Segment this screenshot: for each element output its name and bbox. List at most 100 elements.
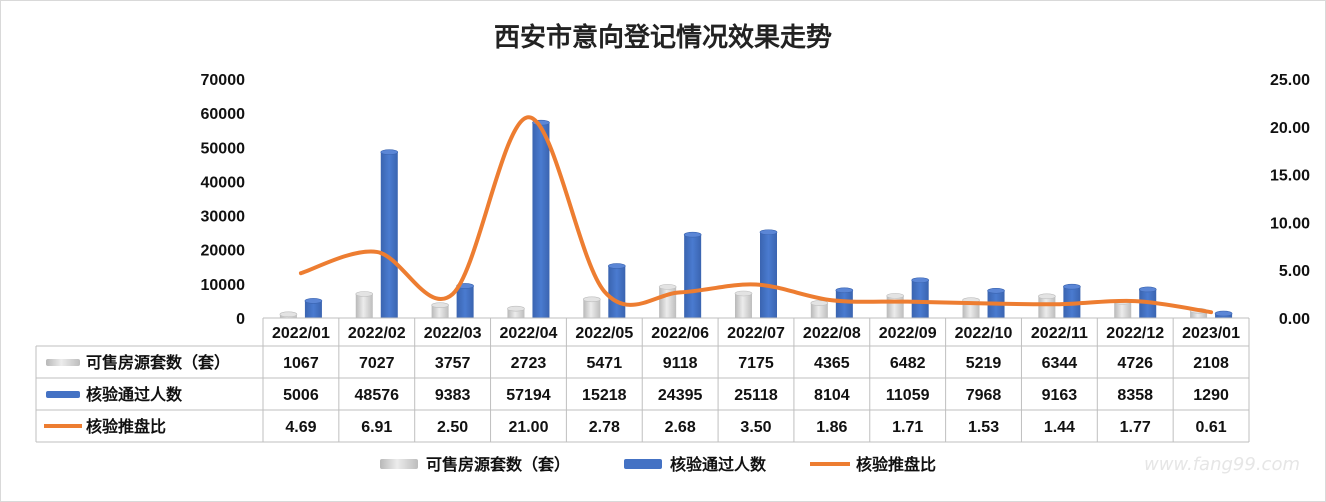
- bar-available-units: [1114, 301, 1132, 318]
- legend-key-blue-bar: [624, 459, 662, 469]
- right-axis-tick: 25.00: [1270, 72, 1310, 89]
- x-tick-label: 2022/12: [1106, 325, 1164, 342]
- bar-verified-count-cap: [683, 231, 702, 238]
- bar-available-units-cap: [507, 305, 525, 312]
- table-cell: 3757: [435, 355, 471, 372]
- right-axis-tick: 20.00: [1270, 120, 1310, 137]
- table-cell: 2.50: [437, 419, 468, 436]
- x-tick-label: 2022/01: [272, 325, 330, 342]
- left-axis-tick: 70000: [201, 72, 246, 89]
- table-cell: 5219: [966, 355, 1002, 372]
- table-cell: 48576: [355, 387, 400, 404]
- right-axis: 25.00 20.00 15.00 10.00 5.00 0.00: [1270, 72, 1310, 328]
- table-cell: 9118: [663, 355, 698, 372]
- table-cell: 8358: [1117, 387, 1153, 404]
- table-cell: 1290: [1193, 387, 1229, 404]
- table-key-blue-bar: [46, 391, 80, 398]
- data-table: 2022/01 2022/02 2022/03 2022/04 2022/05 2022/…: [35, 317, 1250, 443]
- bar-available-units: [1190, 310, 1208, 318]
- bar-verified-count-cap: [380, 149, 399, 155]
- line-layer: [298, 115, 1214, 315]
- table-cell: 5006: [283, 387, 319, 404]
- bar-verified-count: [684, 234, 702, 318]
- right-axis-tick: 5.00: [1279, 263, 1310, 280]
- bar-available-units-cap: [734, 290, 753, 297]
- bar-verified-count-cap: [1214, 310, 1233, 317]
- bar-available-units: [507, 308, 525, 318]
- table-cell: 1.44: [1044, 419, 1075, 436]
- bar-verified-count-cap: [911, 277, 929, 284]
- bar-verified-count: [911, 280, 929, 318]
- legend-label: 可售房源套数（套）: [426, 455, 570, 474]
- table-row-label: 可售房源套数（套）: [86, 353, 230, 372]
- table-row-label: 核验通过人数: [86, 385, 183, 404]
- table-cell: 1.86: [816, 419, 847, 436]
- table-cell: 1.71: [892, 419, 923, 436]
- x-tick-label: 2022/04: [500, 325, 558, 342]
- bar-available-units: [583, 299, 601, 318]
- bar-verified-count: [380, 152, 398, 318]
- bar-available-units: [431, 305, 449, 318]
- table-cell: 2723: [511, 355, 547, 372]
- table-cell: 6482: [890, 355, 926, 372]
- table-cell: 7027: [359, 355, 395, 372]
- x-tick-label: 2023/01: [1182, 325, 1240, 342]
- bar-verified-count-cap: [304, 298, 323, 304]
- bar-verified-count-cap: [835, 287, 854, 294]
- table-cell: 2.78: [589, 419, 620, 436]
- bar-verified-count: [456, 285, 474, 318]
- x-tick-label: 2022/11: [1031, 325, 1088, 342]
- table-cell: 15218: [582, 387, 627, 404]
- legend-key-gray-bar: [380, 459, 418, 469]
- bar-available-units-cap: [810, 300, 829, 306]
- table-cell: 3.50: [740, 419, 771, 436]
- bar-verified-count: [835, 290, 853, 318]
- ratio-line: [298, 115, 1214, 315]
- bar-available-units: [735, 293, 752, 318]
- table-cell: 6344: [1042, 355, 1078, 372]
- table-cell: 21.00: [508, 419, 548, 436]
- right-axis-tick: 15.00: [1270, 168, 1310, 185]
- left-axis-tick: 30000: [201, 209, 246, 226]
- bar-verified-count-cap: [759, 229, 778, 236]
- table-key-gray-bar: [46, 359, 80, 366]
- bar-verified-count-cap: [608, 263, 626, 269]
- bar-available-units-cap: [658, 284, 677, 290]
- left-axis-tick: 60000: [201, 106, 246, 123]
- bar-verified-count: [304, 300, 322, 318]
- left-axis-tick: 50000: [201, 140, 246, 157]
- left-axis: 70000 60000 50000 40000 30000 20000 10000 0: [201, 72, 246, 328]
- table-row-label: 核验推盘比: [86, 417, 166, 436]
- table-cell: 4365: [814, 355, 850, 372]
- left-axis-tick: 0: [236, 311, 245, 328]
- table-cell: 8104: [814, 387, 850, 404]
- bar-layer: [279, 119, 1233, 318]
- table-cell: 9383: [435, 387, 471, 404]
- table-cell: 24395: [658, 387, 703, 404]
- legend-label: 核验通过人数: [670, 455, 767, 474]
- left-axis-tick: 40000: [201, 174, 246, 191]
- bar-verified-count: [760, 232, 777, 318]
- table-cell: 4.69: [285, 419, 316, 436]
- chart-title: 西安市意向登记情况效果走势: [494, 22, 832, 53]
- left-axis-tick: 10000: [201, 277, 246, 294]
- left-axis-tick: 20000: [201, 243, 246, 260]
- table-cell: 1.77: [1120, 419, 1151, 436]
- bar-available-units-cap: [583, 296, 601, 303]
- bar-verified-count-cap: [987, 287, 1005, 294]
- table-cell: 9163: [1042, 387, 1078, 404]
- legend: 可售房源套数（套） 核验通过人数 核验推盘比: [380, 455, 936, 474]
- table-cell: 5471: [587, 355, 623, 372]
- x-tick-label: 2022/03: [424, 325, 482, 342]
- bar-available-units: [810, 303, 828, 318]
- table-cell: 7175: [738, 355, 774, 372]
- x-tick-label: 2022/10: [955, 325, 1013, 342]
- bar-available-units: [886, 295, 904, 318]
- x-tick-label: 2022/02: [348, 325, 406, 342]
- legend-label: 核验推盘比: [856, 455, 936, 474]
- table-cell: 0.61: [1196, 419, 1227, 436]
- table-cell: 1067: [283, 355, 319, 372]
- table-cell: 6.91: [361, 419, 392, 436]
